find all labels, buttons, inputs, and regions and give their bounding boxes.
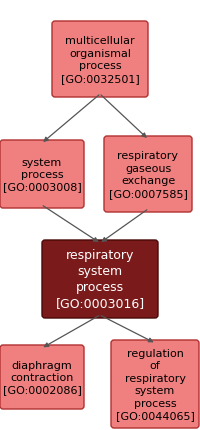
- FancyBboxPatch shape: [0, 345, 84, 409]
- FancyBboxPatch shape: [42, 240, 158, 318]
- FancyBboxPatch shape: [111, 340, 199, 428]
- Text: multicellular
organismal
process
[GO:0032501]: multicellular organismal process [GO:003…: [61, 36, 139, 83]
- Text: regulation
of
respiratory
system
process
[GO:0044065]: regulation of respiratory system process…: [116, 348, 194, 420]
- FancyBboxPatch shape: [104, 137, 192, 212]
- Text: respiratory
system
process
[GO:0003016]: respiratory system process [GO:0003016]: [55, 249, 145, 310]
- FancyBboxPatch shape: [0, 141, 84, 209]
- Text: respiratory
gaseous
exchange
[GO:0007585]: respiratory gaseous exchange [GO:0007585…: [109, 151, 187, 198]
- Text: system
process
[GO:0003008]: system process [GO:0003008]: [3, 157, 81, 192]
- Text: diaphragm
contraction
[GO:0002086]: diaphragm contraction [GO:0002086]: [3, 360, 81, 394]
- FancyBboxPatch shape: [52, 22, 148, 98]
